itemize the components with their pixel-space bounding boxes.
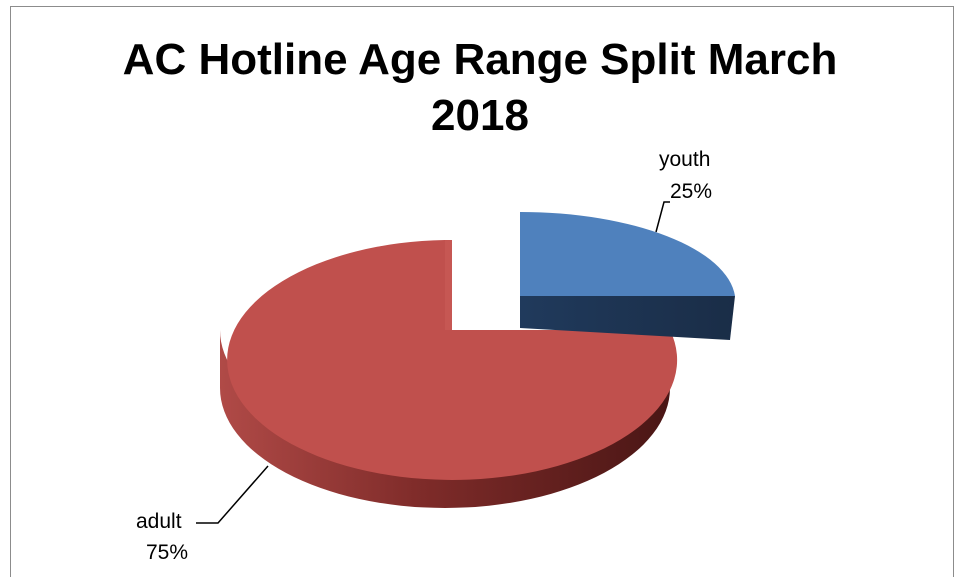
youth-leader-line: [655, 201, 670, 233]
chart-title-line-2: 2018: [431, 91, 529, 140]
chart-frame: [10, 6, 954, 577]
data-label-youth-percent: 25%: [670, 180, 712, 203]
pie-slice-youth: [520, 211, 735, 340]
adult-top: [227, 240, 678, 480]
chart-title: AC Hotline Age Range Split March 2018: [60, 32, 900, 144]
youth-top: [520, 211, 735, 296]
data-label-adult-percent: 75%: [146, 541, 188, 564]
data-label-youth-category: youth: [659, 148, 710, 171]
data-label-adult-category: adult: [136, 510, 182, 533]
chart-title-line-1: AC Hotline Age Range Split March: [122, 35, 838, 84]
adult-inner-wall: [445, 240, 452, 330]
youth-side: [520, 296, 735, 340]
adult-leader-line: [196, 465, 269, 524]
pie-slice-adult: [220, 240, 678, 508]
